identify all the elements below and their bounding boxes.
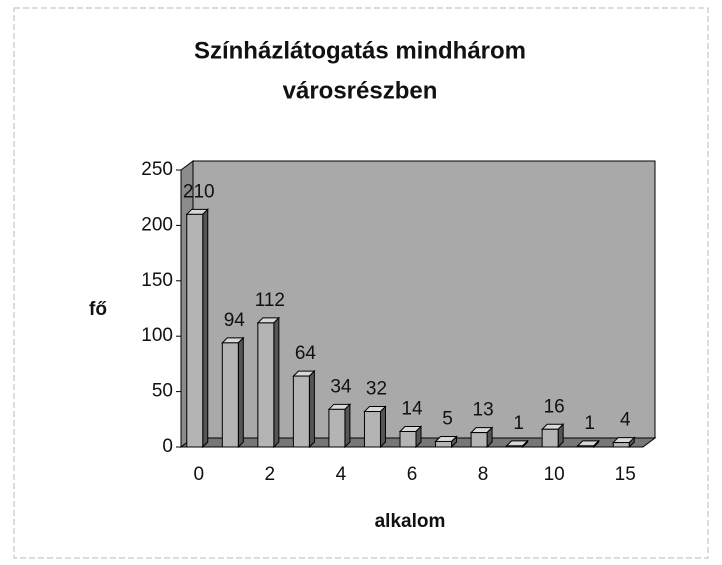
bar-side	[273, 316, 280, 449]
x-tick-label: 8	[478, 464, 489, 485]
bar-side	[202, 208, 209, 449]
y-tick-label: 50	[152, 381, 173, 402]
y-axis-label: fő	[89, 299, 107, 320]
data-label: 34	[330, 376, 352, 397]
bar-side	[308, 369, 315, 449]
bar	[292, 375, 310, 448]
bar-side	[237, 336, 244, 449]
data-label: 4	[620, 410, 631, 431]
x-axis-label: alkalom	[375, 511, 446, 532]
bar	[435, 440, 453, 448]
bar	[506, 445, 524, 448]
y-tick-label: 0	[162, 436, 173, 457]
data-label: 13	[473, 400, 494, 421]
y-tick-label: 200	[141, 214, 173, 235]
bar	[186, 213, 204, 448]
data-label: 112	[255, 290, 285, 311]
bar	[577, 445, 595, 448]
x-tick-label: 6	[407, 464, 418, 485]
data-label: 16	[544, 396, 565, 417]
bar	[541, 428, 559, 448]
x-tick-label: 10	[544, 464, 565, 485]
x-tick-label: 4	[336, 464, 347, 485]
data-label: 14	[401, 399, 423, 420]
bar	[363, 411, 381, 448]
bar-side	[344, 403, 351, 449]
y-tick-label: 150	[141, 270, 173, 291]
bar	[257, 322, 275, 448]
data-label: 32	[366, 379, 387, 400]
bar	[612, 442, 630, 448]
bar	[470, 432, 488, 448]
data-label: 5	[442, 408, 453, 429]
chart-title: Színházlátogatás mindhárom	[194, 37, 526, 64]
data-label: 1	[513, 413, 524, 434]
bar-side	[379, 405, 386, 449]
x-tick-label: 2	[265, 464, 276, 485]
chart-title: városrészben	[283, 77, 438, 104]
bar	[399, 430, 417, 448]
y-tick-label: 100	[141, 325, 173, 346]
x-tick-label: 15	[615, 464, 636, 485]
bar	[221, 342, 239, 448]
data-label: 64	[295, 343, 317, 364]
data-label: 1	[584, 413, 595, 434]
bar	[328, 408, 346, 448]
data-label: 94	[224, 310, 246, 331]
x-tick-label: 0	[193, 464, 204, 485]
y-tick-label: 250	[141, 159, 173, 180]
data-label: 210	[183, 181, 215, 202]
chart-border	[13, 7, 709, 559]
